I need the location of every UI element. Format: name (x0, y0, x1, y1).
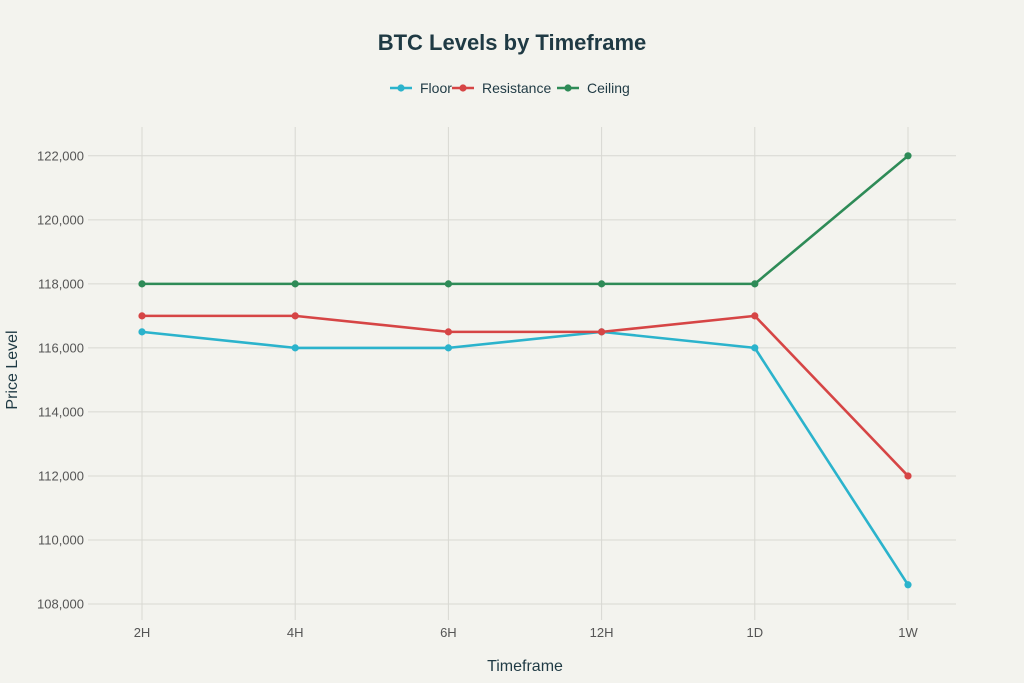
series-resistance (138, 312, 912, 480)
legend-label: Resistance (482, 80, 551, 96)
y-axis-ticks: 108,000 110,000 112,000 114,000 116,000 118,0… (37, 148, 84, 611)
data-point (444, 344, 452, 352)
y-tick-label: 120,000 (37, 212, 84, 227)
data-point (751, 312, 759, 320)
data-point (904, 152, 912, 160)
y-tick-label: 114,000 (38, 404, 84, 419)
x-tick-label: 1D (746, 625, 763, 640)
y-axis-title: Price Level (4, 330, 21, 409)
data-point (444, 280, 452, 288)
grid (88, 127, 956, 620)
y-tick-label: 122,000 (37, 148, 84, 163)
legend-swatch-marker (397, 84, 405, 92)
x-tick-label: 6H (440, 625, 457, 640)
legend-label: Floor (420, 80, 452, 96)
data-point (598, 328, 606, 336)
legend-item: Resistance (452, 80, 551, 96)
x-tick-label: 12H (590, 625, 614, 640)
x-tick-label: 2H (134, 625, 151, 640)
series-ceiling (138, 152, 912, 288)
series-line (140, 154, 910, 286)
data-point (904, 581, 912, 589)
legend-label: Ceiling (587, 80, 630, 96)
data-point (751, 280, 759, 288)
x-axis-title: Timeframe (487, 658, 563, 675)
x-axis-ticks: 2H 4H 6H 12H 1D 1W (134, 625, 919, 640)
series-layer (138, 152, 912, 589)
legend: Floor Resistance Ceiling (390, 80, 630, 96)
chart-title: BTC Levels by Timeframe (378, 30, 647, 55)
x-tick-label: 1W (898, 625, 918, 640)
data-point (444, 328, 452, 336)
data-point (291, 344, 299, 352)
data-point (138, 280, 146, 288)
data-point (138, 328, 146, 336)
data-point (751, 344, 759, 352)
legend-item: Ceiling (557, 80, 630, 96)
data-point (291, 280, 299, 288)
series-line (140, 330, 910, 587)
series-line (140, 314, 910, 478)
y-tick-label: 118,000 (38, 276, 84, 291)
series-floor (138, 328, 912, 589)
y-tick-label: 108,000 (37, 596, 84, 611)
legend-swatch-marker (564, 84, 572, 92)
y-tick-label: 110,000 (38, 532, 84, 547)
legend-item: Floor (390, 80, 452, 96)
data-point (598, 280, 606, 288)
legend-swatch-marker (459, 84, 467, 92)
y-tick-label: 112,000 (38, 468, 84, 483)
data-point (904, 472, 912, 480)
data-point (291, 312, 299, 320)
data-point (138, 312, 146, 320)
y-tick-label: 116,000 (38, 340, 84, 355)
x-tick-label: 4H (287, 625, 304, 640)
